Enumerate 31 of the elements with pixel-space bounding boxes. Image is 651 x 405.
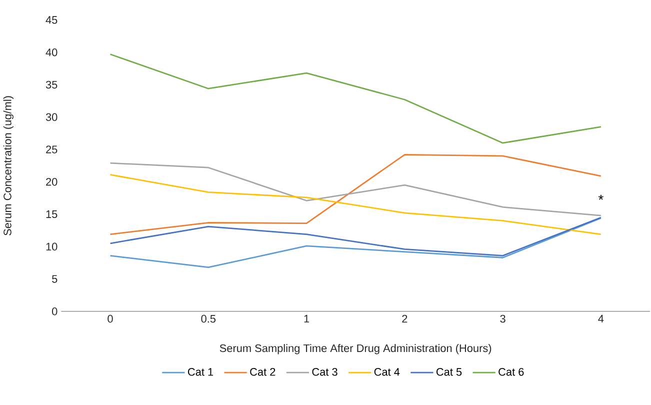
line-series: [110, 174, 602, 235]
y-tick-label: 30: [46, 113, 58, 121]
y-tick-label: 15: [46, 210, 58, 218]
x-axis-title: Serum Sampling Time After Drug Administration (Hours): [220, 344, 492, 354]
legend-label: Cat 4: [374, 368, 400, 376]
y-tick-label: 10: [46, 242, 58, 250]
x-tick-label: 2: [402, 314, 408, 322]
x-tick-label: 1: [304, 314, 310, 322]
y-tick-label: 35: [46, 80, 58, 88]
x-tick-label: 4: [598, 314, 604, 322]
y-tick-label: 20: [46, 178, 58, 186]
legend-label: Cat 6: [498, 368, 524, 376]
legend-label: Cat 5: [436, 368, 462, 376]
x-tick-label: 0.5: [201, 314, 216, 323]
y-tick-label: 0: [52, 307, 58, 316]
legend-label: Cat 2: [250, 368, 276, 376]
annotation: *: [598, 194, 604, 200]
legend-label: Cat 3: [312, 368, 338, 376]
line-series: [110, 53, 602, 144]
x-tick-label: 3: [500, 314, 506, 323]
y-tick-label: 25: [46, 146, 58, 154]
x-tick-label: 0: [108, 314, 113, 323]
legend-label: Cat 1: [188, 368, 214, 376]
y-axis-title: Serum Concentration (ug/ml): [3, 96, 14, 236]
y-tick-label: 40: [46, 48, 58, 56]
y-tick-label: 45: [46, 16, 58, 24]
line-series: [110, 217, 602, 268]
line-series: [110, 154, 602, 235]
line-series: [110, 162, 602, 216]
y-tick-label: 5: [52, 275, 58, 283]
line-series: [110, 216, 602, 256]
